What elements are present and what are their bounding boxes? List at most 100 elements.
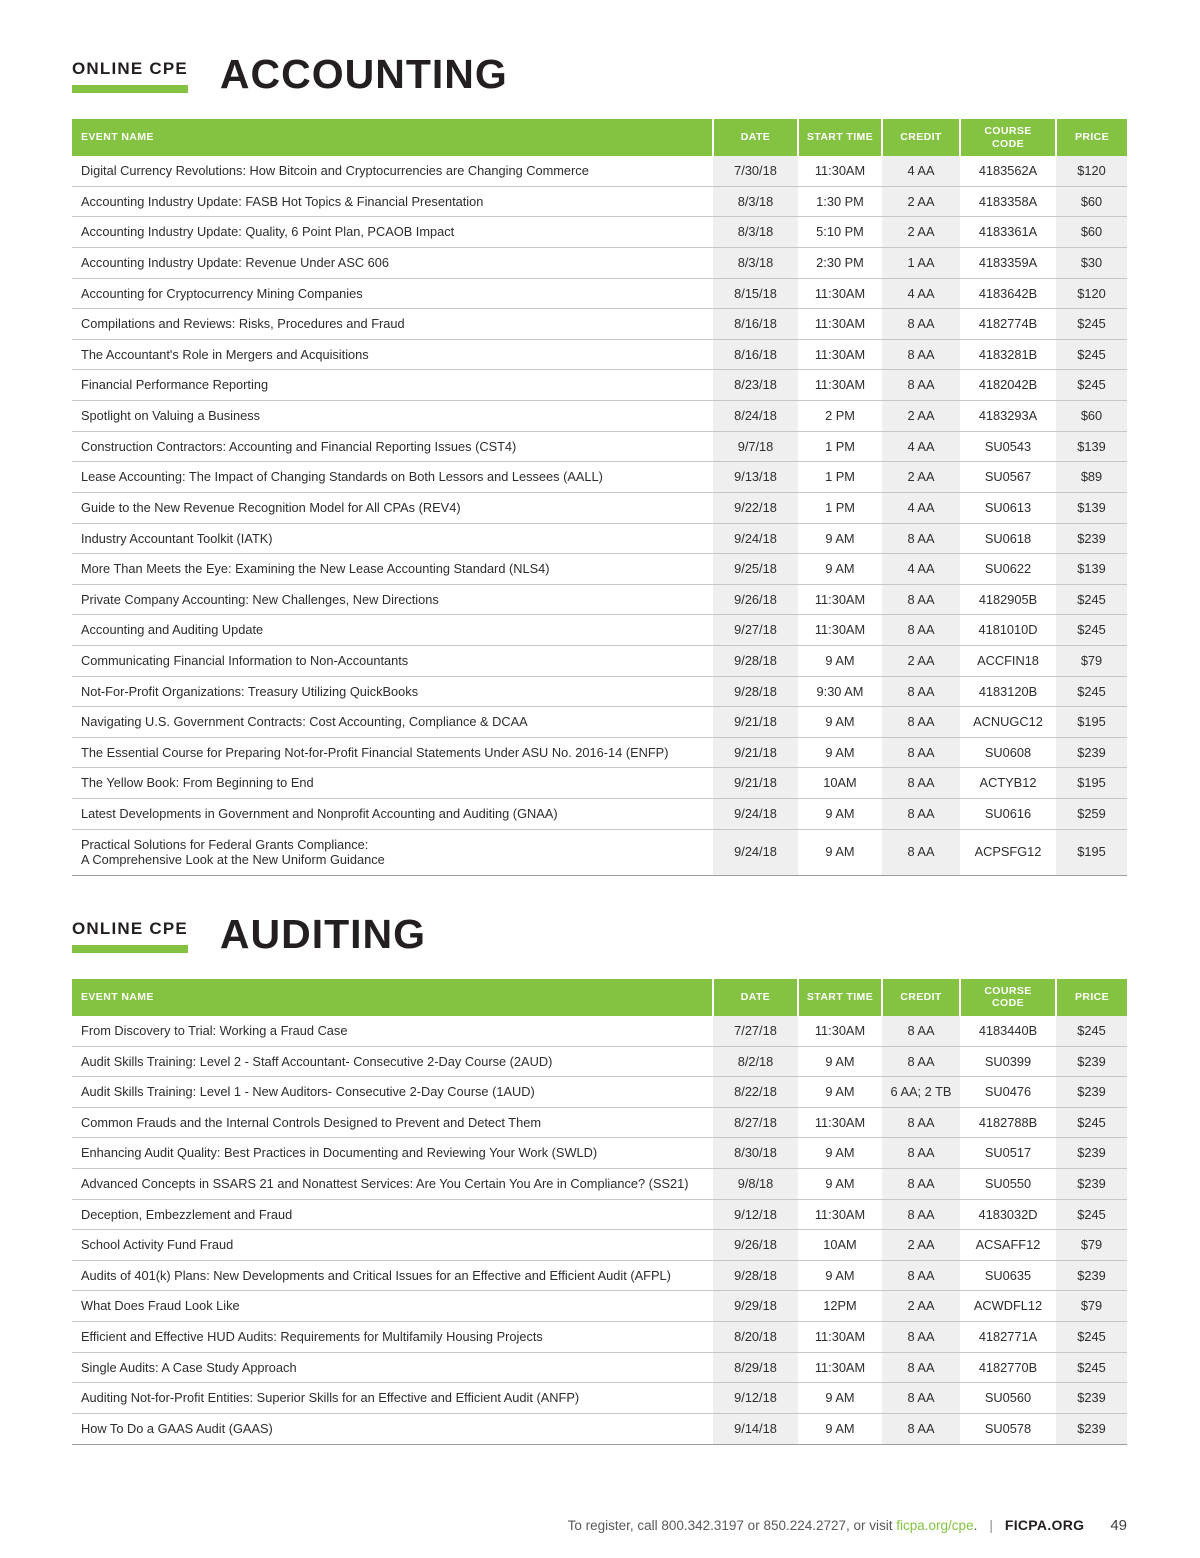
credit-cell: 8 AA <box>882 676 960 708</box>
event-name-cell: Navigating U.S. Government Contracts: Co… <box>72 706 713 738</box>
online-cpe-label-block: ONLINE CPE <box>72 59 188 95</box>
course-code-cell: SU0476 <box>960 1076 1056 1108</box>
date-cell: 8/2/18 <box>713 1046 798 1078</box>
price-cell: $239 <box>1056 1382 1127 1414</box>
course-code-cell: 4183642B <box>960 278 1056 310</box>
table-row: What Does Fraud Look Like 9/29/18 12PM 2 AA… <box>72 1290 1127 1323</box>
credit-cell: 8 AA <box>882 584 960 616</box>
course-code-cell: 4183562A <box>960 156 1056 187</box>
column-header: EVENT NAME <box>72 119 713 157</box>
price-cell: $245 <box>1056 369 1127 402</box>
table-row: Accounting and Auditing Update 9/27/18 11:… <box>72 614 1127 646</box>
credit-cell: 8 AA <box>882 767 960 799</box>
online-cpe-label: ONLINE CPE <box>72 59 188 78</box>
credit-cell: 2 AA <box>882 216 960 249</box>
date-cell: 7/30/18 <box>713 156 798 187</box>
date-cell: 9/25/18 <box>713 553 798 585</box>
price-cell: $245 <box>1056 676 1127 708</box>
date-cell: 9/12/18 <box>713 1382 798 1414</box>
start-time-cell: 1 PM <box>798 461 882 493</box>
price-cell: $239 <box>1056 1168 1127 1200</box>
header-row: EVENT NAME DATE START TIME CREDIT COURSE COD… <box>72 119 1127 157</box>
price-cell: $139 <box>1056 553 1127 585</box>
event-name-cell: Not-For-Profit Organizations: Treasury U… <box>72 676 713 708</box>
online-cpe-label: ONLINE CPE <box>72 918 188 938</box>
price-cell: $239 <box>1056 1260 1127 1292</box>
credit-cell: 4 AA <box>882 553 960 585</box>
date-cell: 8/27/18 <box>713 1107 798 1139</box>
credit-cell: 8 AA <box>882 1260 960 1292</box>
credit-cell: 4 AA <box>882 156 960 187</box>
credit-cell: 8 AA <box>882 1199 960 1231</box>
course-code-cell: SU0517 <box>960 1137 1056 1170</box>
course-code-cell: 4183361A <box>960 216 1056 249</box>
start-time-cell: 11:30AM <box>798 339 882 371</box>
column-header: EVENT NAME <box>72 978 713 1016</box>
table-row: The Accountant's Role in Mergers and Acq… <box>72 339 1127 371</box>
course-code-cell: 4182774B <box>960 308 1056 340</box>
date-cell: 8/16/18 <box>713 339 798 371</box>
credit-cell: 8 AA <box>882 829 960 876</box>
date-cell: 8/3/18 <box>713 186 798 218</box>
price-cell: $79 <box>1056 1290 1127 1323</box>
event-name-cell: Digital Currency Revolutions: How Bitcoi… <box>72 156 713 187</box>
ficpa-cpe-link[interactable]: ficpa.org/cpe <box>896 1518 974 1533</box>
price-cell: $239 <box>1056 1076 1127 1108</box>
credit-cell: 2 AA <box>882 1290 960 1323</box>
start-time-cell: 9:30 AM <box>798 676 882 708</box>
start-time-cell: 11:30AM <box>798 1352 882 1384</box>
event-name-cell: Audit Skills Training: Level 1 - New Aud… <box>72 1076 713 1108</box>
course-code-cell: 4182771A <box>960 1321 1056 1353</box>
credit-cell: 8 AA <box>882 798 960 830</box>
credit-cell: 4 AA <box>882 431 960 463</box>
credit-cell: 8 AA <box>882 1046 960 1078</box>
start-time-cell: 11:30AM <box>798 1199 882 1231</box>
date-cell: 8/3/18 <box>713 247 798 279</box>
start-time-cell: 1:30 PM <box>798 186 882 218</box>
start-time-cell: 10AM <box>798 767 882 799</box>
table-row: From Discovery to Trial: Working a Fraud… <box>72 1016 1127 1047</box>
table-row: Latest Developments in Government and No… <box>72 798 1127 830</box>
event-name-cell: Compilations and Reviews: Risks, Procedu… <box>72 308 713 340</box>
start-time-cell: 9 AM <box>798 1168 882 1200</box>
course-code-cell: 4183359A <box>960 247 1056 279</box>
date-cell: 8/23/18 <box>713 369 798 402</box>
event-name-cell: Private Company Accounting: New Challeng… <box>72 584 713 616</box>
start-time-cell: 11:30AM <box>798 1107 882 1139</box>
event-name-cell: Efficient and Effective HUD Audits: Requ… <box>72 1321 713 1353</box>
course-code-cell: SU0616 <box>960 798 1056 830</box>
ficpa-brand: FICPA.ORG <box>1004 1517 1085 1533</box>
column-header: CREDIT <box>881 119 960 157</box>
course-code-cell: SU0622 <box>960 553 1056 585</box>
column-header: COURSE CODE <box>959 978 1056 1016</box>
column-header: PRICE <box>1055 978 1127 1016</box>
event-name-cell: Lease Accounting: The Impact of Changing… <box>72 461 713 493</box>
table-row: Audit Skills Training: Level 1 - New Aud… <box>72 1076 1127 1108</box>
start-time-cell: 11:30AM <box>798 584 882 616</box>
event-name-cell: Advanced Concepts in SSARS 21 and Nonatt… <box>72 1168 713 1200</box>
credit-cell: 1 AA <box>882 247 960 279</box>
start-time-cell: 11:30AM <box>798 156 882 187</box>
date-cell: 8/22/18 <box>713 1076 798 1108</box>
start-time-cell: 9 AM <box>798 706 882 738</box>
date-cell: 9/29/18 <box>713 1290 798 1323</box>
price-cell: $79 <box>1056 1229 1127 1261</box>
course-code-cell: 4182788B <box>960 1107 1056 1139</box>
course-code-cell: 4183358A <box>960 186 1056 218</box>
date-cell: 9/21/18 <box>713 737 798 769</box>
credit-cell: 8 AA <box>882 339 960 371</box>
price-cell: $239 <box>1056 523 1127 555</box>
event-name-cell: Spotlight on Valuing a Business <box>72 400 713 432</box>
event-name-cell: Accounting and Auditing Update <box>72 614 713 646</box>
event-name-cell: Accounting Industry Update: Quality, 6 P… <box>72 216 713 249</box>
online-cpe-label-block: ONLINE CPE <box>72 919 188 955</box>
credit-cell: 2 AA <box>882 461 960 493</box>
event-name-cell: Accounting for Cryptocurrency Mining Com… <box>72 278 713 310</box>
date-cell: 8/20/18 <box>713 1321 798 1353</box>
date-cell: 8/24/18 <box>713 400 798 432</box>
table-row: Efficient and Effective HUD Audits: Requ… <box>72 1321 1127 1353</box>
credit-cell: 8 AA <box>882 1107 960 1139</box>
date-cell: 9/28/18 <box>713 676 798 708</box>
credit-cell: 8 AA <box>882 369 960 402</box>
credit-cell: 6 AA; 2 TB <box>882 1076 960 1108</box>
